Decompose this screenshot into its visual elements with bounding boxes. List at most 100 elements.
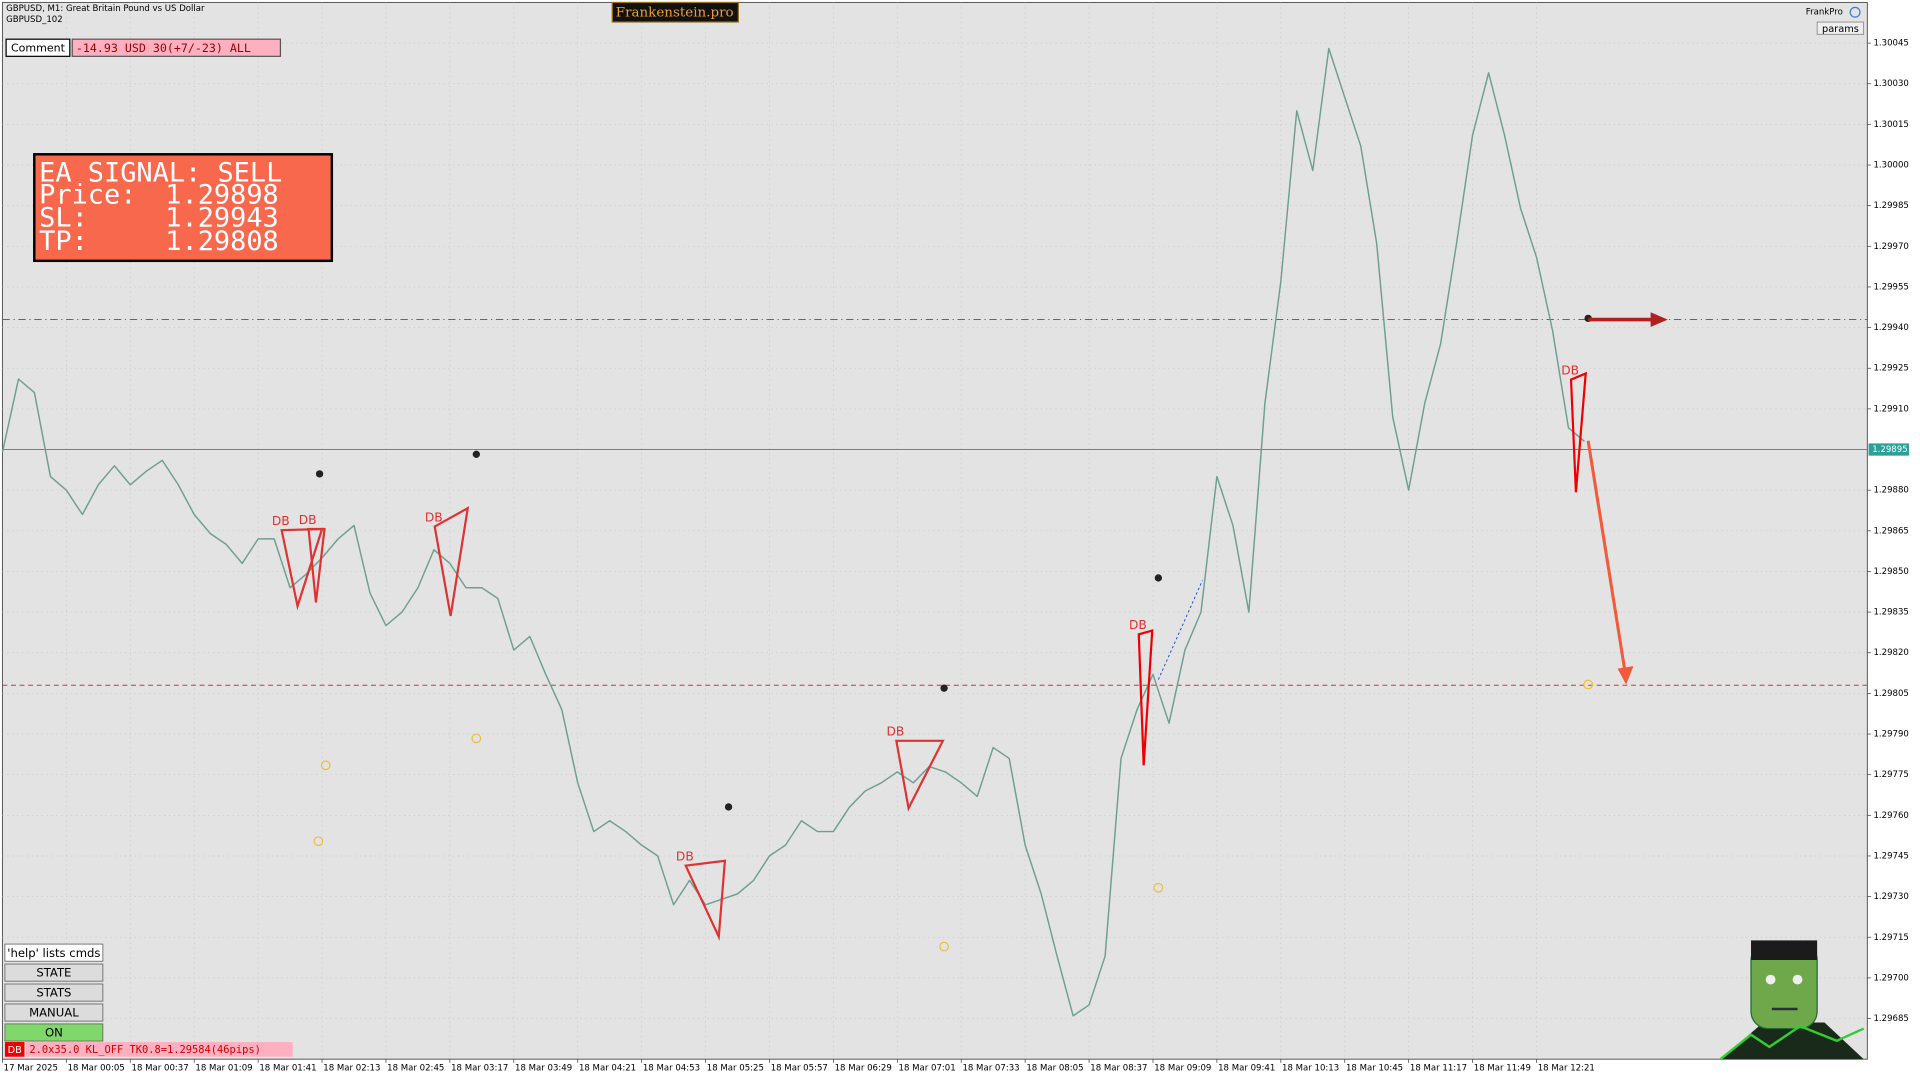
y-tick-label: 1.29925 — [1873, 364, 1908, 374]
sl-value: 1.29943 — [165, 203, 278, 234]
x-tick-label: 18 Mar 08:05 — [1026, 1063, 1083, 1073]
params-button[interactable] — [1816, 21, 1865, 35]
x-tick-label: 18 Mar 08:37 — [1090, 1063, 1147, 1073]
avatar — [1719, 940, 1865, 1061]
x-tick-label: 18 Mar 01:41 — [259, 1063, 316, 1073]
y-tick-label: 1.29805 — [1873, 689, 1908, 699]
symbol: GBPUSD, M1: Great Britain Pound vs US Do… — [6, 4, 205, 14]
button-label[interactable]: MANUAL — [29, 1006, 79, 1020]
button[interactable] — [4, 1003, 104, 1022]
y-tick-label: 1.29775 — [1873, 770, 1908, 780]
y-tick-label: 1.29940 — [1873, 323, 1908, 333]
avatar-eye — [1765, 974, 1776, 985]
button[interactable] — [4, 1023, 104, 1042]
y-tick-label: 1.29850 — [1873, 567, 1908, 577]
status-box — [25, 1042, 293, 1057]
tp-label: TP: — [39, 226, 88, 257]
sl-arrow-head — [1650, 312, 1668, 327]
y-tick-label: 1.29715 — [1873, 933, 1908, 943]
x-tick-label: 18 Mar 03:17 — [451, 1063, 508, 1073]
tp-value: 1.29808 — [165, 226, 278, 257]
smiley-icon — [939, 941, 949, 952]
button-label[interactable]: STATE — [36, 966, 71, 980]
pattern-label: DB — [272, 514, 290, 528]
avatar-trend — [1719, 1024, 1865, 1061]
comment-label: Comment — [11, 41, 66, 54]
comment-value-box — [71, 38, 282, 57]
x-tick-label: 18 Mar 12:21 — [1538, 1063, 1595, 1073]
brand-box — [611, 1, 739, 23]
y-tick-label: 1.29820 — [1873, 648, 1908, 658]
x-tick-label: 18 Mar 05:25 — [707, 1063, 764, 1073]
x-tick-label: 18 Mar 10:13 — [1282, 1063, 1339, 1073]
pattern-label: DB — [299, 513, 317, 527]
marks: 1.29895 DB DB DB DB DB DB DB — [1, 47, 1909, 1017]
x-tick-label: 18 Mar 01:09 — [195, 1063, 252, 1073]
skull-icon — [724, 803, 733, 811]
button-label[interactable]: 'help' lists cmds — [7, 946, 100, 960]
button[interactable] — [4, 943, 104, 962]
y-tick-label: 1.29790 — [1873, 730, 1908, 740]
y-tick-label: 1.29865 — [1873, 526, 1908, 536]
x-tick-label: 18 Mar 02:45 — [387, 1063, 444, 1073]
y-tick-label: 1.29955 — [1873, 282, 1908, 292]
y-tick-label: 1.29880 — [1873, 486, 1908, 496]
signal-panel — [33, 153, 334, 263]
x-tick-label: 18 Mar 00:37 — [132, 1063, 189, 1073]
price-value: 1.29898 — [165, 179, 278, 210]
x-tick-label: 18 Mar 11:49 — [1474, 1063, 1531, 1073]
last-price-label: 1.29895 — [1872, 445, 1907, 455]
smiley-icon — [1153, 882, 1164, 893]
y-tick-label: 1.29835 — [1873, 608, 1908, 618]
button-label[interactable]: ON — [45, 1026, 63, 1040]
user-icon — [1849, 6, 1861, 18]
pattern-label: DB — [1129, 618, 1147, 632]
button[interactable] — [4, 983, 104, 1002]
status-tag-box — [4, 1042, 25, 1057]
pattern-label: DB — [425, 510, 443, 524]
pattern-label: DB — [1561, 364, 1579, 378]
projection — [1157, 580, 1203, 680]
price-label: Price: — [39, 179, 136, 210]
y-tick-label: 1.29700 — [1873, 973, 1908, 983]
y-tick-label: 1.29760 — [1873, 811, 1908, 821]
skull-icon — [315, 470, 324, 478]
y-tick-label: 1.29970 — [1873, 242, 1908, 252]
sl-label: SL: — [39, 203, 88, 234]
button[interactable] — [4, 963, 104, 982]
button-label[interactable]: STATS — [36, 986, 71, 1000]
smiley-icon — [1583, 679, 1594, 690]
comment-value: -14.93 USD 30(+7/-23) ALL — [76, 41, 251, 55]
x-tick-label: 18 Mar 05:57 — [771, 1063, 828, 1073]
last-price-tag — [1868, 443, 1909, 456]
avatar-hair — [1751, 940, 1818, 960]
skull-icon — [1154, 574, 1163, 582]
x-tick-label: 18 Mar 10:45 — [1346, 1063, 1403, 1073]
smiley-icon — [320, 760, 331, 771]
x-tick-label: 17 Mar 2025 — [4, 1063, 58, 1073]
y-tick-label: 1.29985 — [1873, 201, 1908, 211]
x-tick-label: 18 Mar 11:17 — [1410, 1063, 1467, 1073]
price-line — [1, 47, 1585, 1017]
status-tag: DB — [8, 1045, 23, 1056]
pattern — [307, 527, 326, 603]
y-tick-label: 1.29685 — [1873, 1014, 1908, 1024]
smiley-icon — [471, 733, 482, 744]
tp-arrow-head — [1617, 666, 1634, 685]
y-tick-label: 1.30030 — [1873, 79, 1908, 89]
skull-icon — [940, 684, 948, 692]
x-tick-label: 18 Mar 07:33 — [962, 1063, 1019, 1073]
pattern — [280, 527, 324, 611]
x-tick-label: 18 Mar 06:29 — [835, 1063, 892, 1073]
y-tick-label: 1.29910 — [1873, 404, 1908, 414]
smiley-icon — [313, 836, 324, 847]
y-tick-label: 1.29745 — [1873, 851, 1908, 861]
avatar-eye — [1792, 974, 1803, 985]
x-tick-label: 18 Mar 09:41 — [1218, 1063, 1275, 1073]
x-tick-label: 18 Mar 00:05 — [68, 1063, 125, 1073]
params-label[interactable]: params — [1822, 24, 1859, 35]
skull-icon — [472, 450, 480, 458]
user: FrankPro — [1806, 8, 1843, 18]
status-text: 2.0x35.0 KL_OFF TK0.8=1.29584(46pips) — [29, 1044, 260, 1056]
y-tick-label: 1.30015 — [1873, 120, 1908, 130]
